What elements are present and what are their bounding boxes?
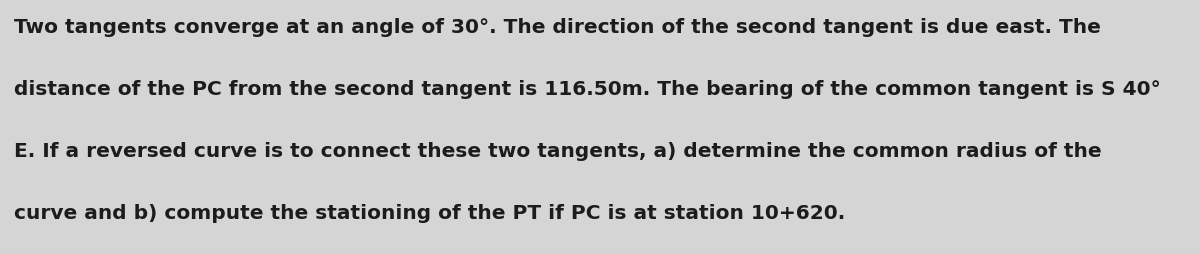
Text: distance of the PC from the second tangent is 116.50m. The bearing of the common: distance of the PC from the second tange… [14,80,1162,99]
Text: E. If a reversed curve is to connect these two tangents, a) determine the common: E. If a reversed curve is to connect the… [14,142,1102,161]
Text: Two tangents converge at an angle of 30°. The direction of the second tangent is: Two tangents converge at an angle of 30°… [14,18,1102,37]
Text: curve and b) compute the stationing of the PT if PC is at station 10+620.: curve and b) compute the stationing of t… [14,204,846,224]
